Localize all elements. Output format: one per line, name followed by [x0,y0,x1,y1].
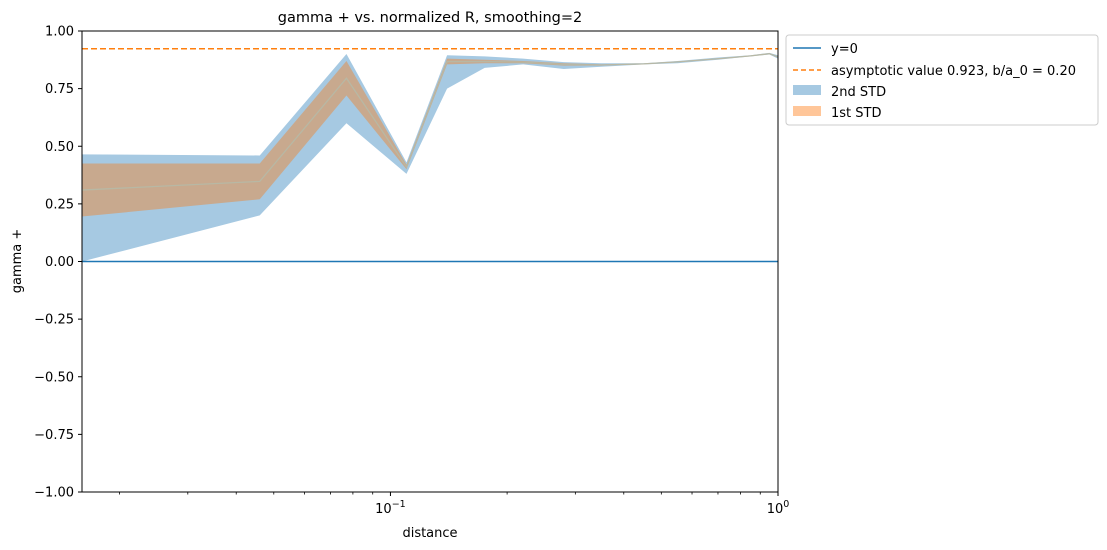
chart-title: gamma + vs. normalized R, smoothing=2 [278,10,583,26]
legend-swatch-1st-std [793,106,821,116]
legend-label-1st-std: 1st STD [831,106,881,121]
legend-swatch-2nd-std [793,85,821,95]
y-tick-label: 0.50 [45,140,74,155]
legend-label-2nd-std: 2nd STD [831,85,886,100]
y-tick-label: −0.50 [34,370,74,385]
series-group [82,47,778,263]
y-tick-label: −0.75 [34,428,74,443]
y-tick-label: 0.25 [45,197,74,212]
legend: y=0 asymptotic value 0.923, b/a_0 = 0.20… [785,34,1099,126]
y-tick-label: −0.25 [34,313,74,328]
axes: −1.00 −0.75 −0.50 −0.25 0.00 0.25 0.50 0.75 1.00… [34,25,789,518]
legend-label-asymptote: asymptotic value 0.923, b/a_0 = 0.20 [831,64,1076,79]
y-axis-title: gamma + [10,229,25,294]
x-tick-label: 10−1 [375,499,406,517]
band-1st-std [82,53,778,217]
legend-label-y0: y=0 [831,42,858,57]
x-axis-title: distance [402,526,457,541]
plot-area [82,47,778,263]
legend-frame [785,34,1099,126]
y-tick-label: 1.00 [45,25,74,40]
y-tick-label: 0.75 [45,82,74,97]
mean-line [82,53,778,191]
y-tick-label: 0.00 [45,255,74,270]
y-tick-label: −1.00 [34,486,74,501]
band-2nd-std [82,52,778,262]
x-tick-label: 100 [767,499,790,517]
